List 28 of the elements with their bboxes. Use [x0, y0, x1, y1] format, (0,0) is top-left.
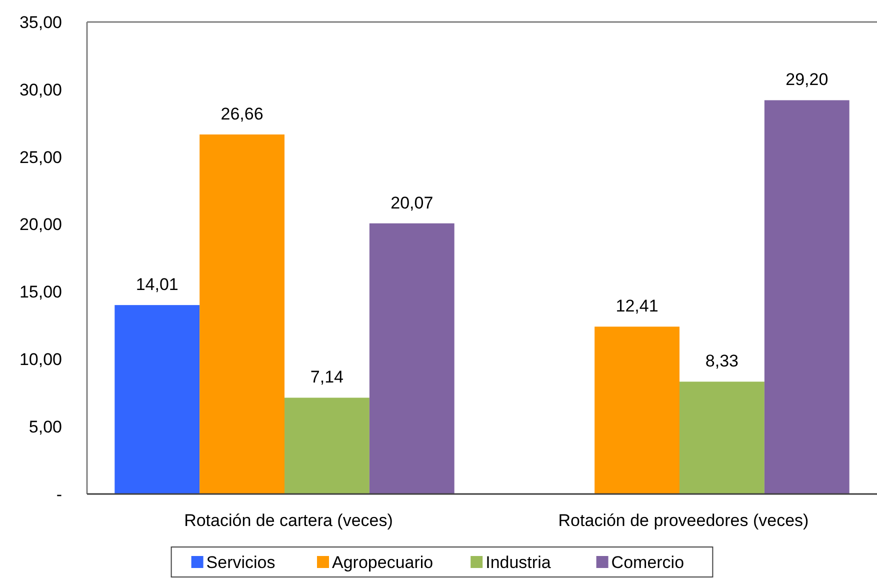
- y-tick-label: 30,00: [19, 80, 62, 100]
- data-label: 8,33: [705, 352, 739, 371]
- bar: [680, 382, 764, 494]
- bar: [114, 305, 200, 494]
- bar: [200, 134, 284, 494]
- bar: [594, 326, 680, 494]
- data-label: 29,20: [786, 70, 828, 90]
- x-tick-label: Rotación de cartera (veces): [184, 511, 393, 530]
- y-tick-label: 5,00: [28, 418, 62, 437]
- x-tick-label: Rotación de proveedores (veces): [558, 511, 809, 530]
- y-tick-label: 25,00: [19, 148, 62, 167]
- data-label: 14,01: [136, 275, 178, 294]
- data-label: 20,07: [390, 193, 434, 212]
- legend-label: Servicios: [206, 552, 276, 572]
- y-tick-label: 10,00: [19, 350, 62, 370]
- y-tick-label: 15,00: [19, 282, 62, 302]
- legend-label: Comercio: [611, 552, 684, 572]
- y-tick-label: -: [56, 484, 62, 504]
- y-tick-label: 35,00: [19, 12, 62, 32]
- bar: [284, 398, 370, 494]
- data-label: 12,41: [616, 296, 658, 316]
- bar: [764, 100, 850, 494]
- data-label: 7,14: [310, 368, 344, 387]
- legend-label: Industria: [486, 552, 552, 572]
- data-label: 26,66: [220, 104, 264, 124]
- y-tick-label: 20,00: [19, 215, 62, 234]
- legend-label: Agropecuario: [332, 552, 434, 572]
- bar: [369, 223, 454, 494]
